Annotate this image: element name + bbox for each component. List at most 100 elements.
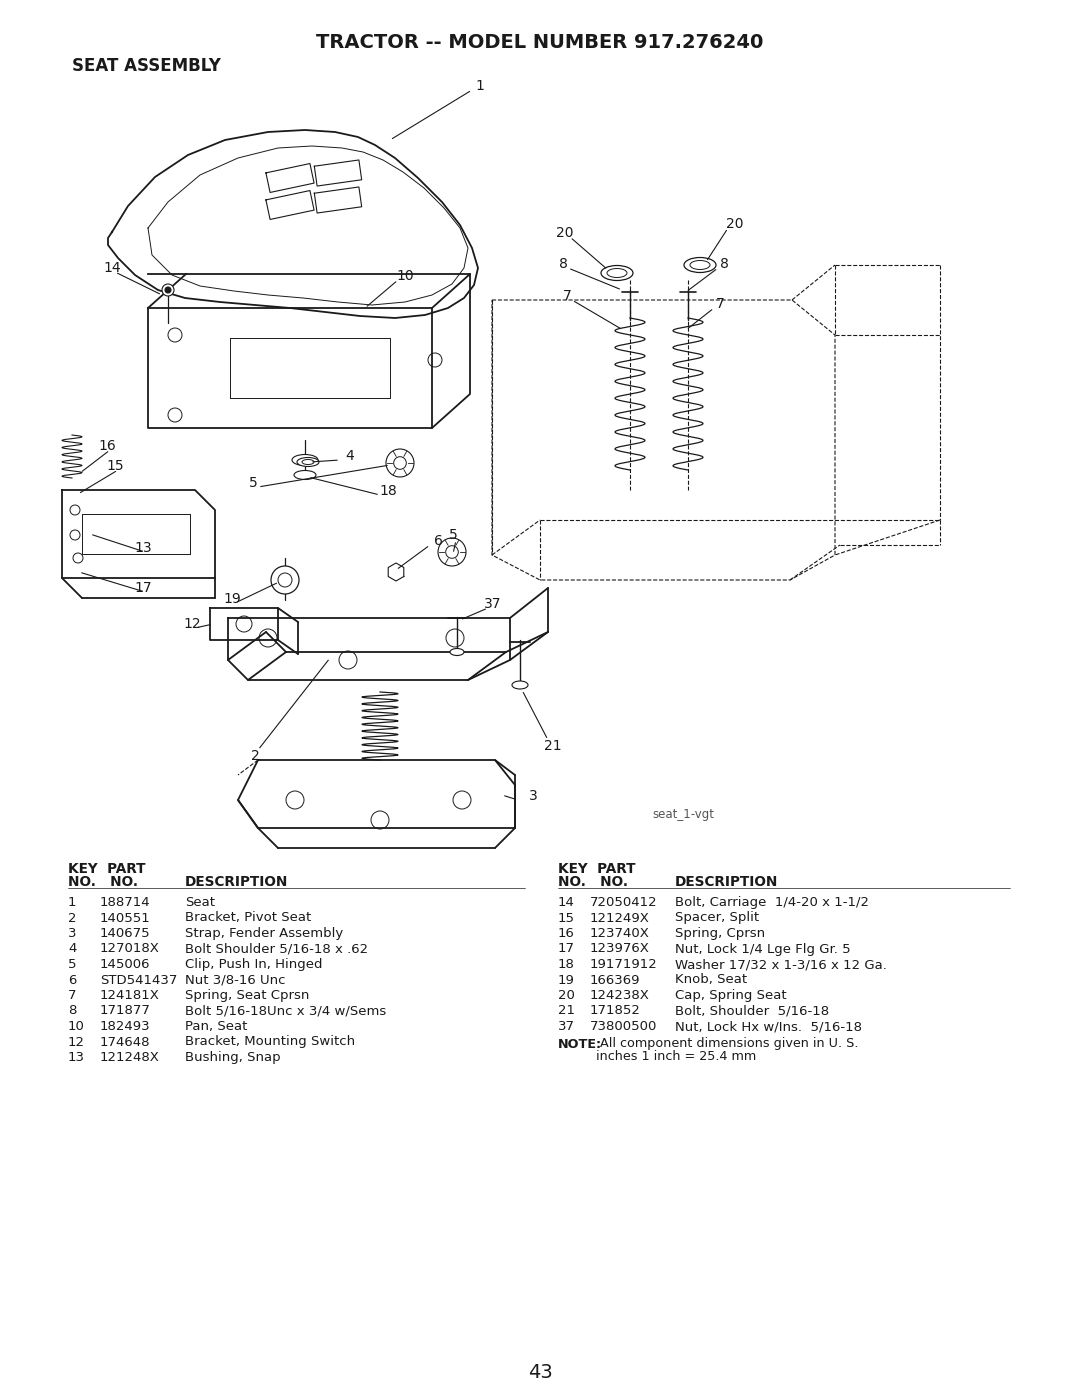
Text: 5: 5 bbox=[448, 528, 457, 542]
Text: 166369: 166369 bbox=[590, 974, 640, 986]
Text: 73800500: 73800500 bbox=[590, 1020, 658, 1032]
Text: 12: 12 bbox=[68, 1035, 85, 1049]
Text: 17: 17 bbox=[558, 943, 575, 956]
Text: 20: 20 bbox=[726, 217, 744, 231]
Text: 3: 3 bbox=[68, 928, 77, 940]
Text: 7: 7 bbox=[68, 989, 77, 1002]
Text: Spacer, Split: Spacer, Split bbox=[675, 911, 759, 925]
Text: 1: 1 bbox=[68, 895, 77, 909]
Text: 4: 4 bbox=[346, 448, 354, 462]
Text: Bushing, Snap: Bushing, Snap bbox=[185, 1051, 281, 1065]
Text: 124238X: 124238X bbox=[590, 989, 650, 1002]
Text: KEY  PART: KEY PART bbox=[68, 862, 146, 876]
Text: Strap, Fender Assembly: Strap, Fender Assembly bbox=[185, 928, 343, 940]
Text: NOTE:: NOTE: bbox=[558, 1038, 603, 1051]
Text: 18: 18 bbox=[558, 958, 575, 971]
Ellipse shape bbox=[294, 471, 316, 479]
Text: Washer 17/32 x 1-3/16 x 12 Ga.: Washer 17/32 x 1-3/16 x 12 Ga. bbox=[675, 958, 887, 971]
Text: 15: 15 bbox=[558, 911, 575, 925]
Text: 37: 37 bbox=[484, 597, 502, 610]
Text: 21: 21 bbox=[558, 1004, 575, 1017]
Text: STD541437: STD541437 bbox=[100, 974, 177, 986]
Text: 37: 37 bbox=[558, 1020, 575, 1032]
Text: 10: 10 bbox=[68, 1020, 85, 1032]
Text: DESCRIPTION: DESCRIPTION bbox=[185, 875, 288, 888]
Ellipse shape bbox=[600, 265, 633, 281]
Ellipse shape bbox=[297, 457, 319, 467]
Ellipse shape bbox=[292, 454, 318, 465]
Text: Bolt, Carriage  1/4-20 x 1-1/2: Bolt, Carriage 1/4-20 x 1-1/2 bbox=[675, 895, 869, 909]
Text: 174648: 174648 bbox=[100, 1035, 150, 1049]
Text: 145006: 145006 bbox=[100, 958, 150, 971]
Text: Bolt 5/16-18Unc x 3/4 w/Sems: Bolt 5/16-18Unc x 3/4 w/Sems bbox=[185, 1004, 387, 1017]
Text: 123976X: 123976X bbox=[590, 943, 650, 956]
Text: KEY  PART: KEY PART bbox=[558, 862, 635, 876]
Text: 13: 13 bbox=[68, 1051, 85, 1065]
Text: Bolt Shoulder 5/16-18 x .62: Bolt Shoulder 5/16-18 x .62 bbox=[185, 943, 368, 956]
Text: 21: 21 bbox=[544, 739, 562, 753]
Text: 5: 5 bbox=[248, 476, 257, 490]
Circle shape bbox=[162, 284, 174, 296]
Text: Spring, Seat Cprsn: Spring, Seat Cprsn bbox=[185, 989, 309, 1002]
Ellipse shape bbox=[512, 680, 528, 689]
Circle shape bbox=[386, 448, 414, 476]
Text: inches 1 inch = 25.4 mm: inches 1 inch = 25.4 mm bbox=[596, 1051, 756, 1063]
Text: 123740X: 123740X bbox=[590, 928, 650, 940]
Text: Spring, Cprsn: Spring, Cprsn bbox=[675, 928, 765, 940]
Text: Knob, Seat: Knob, Seat bbox=[675, 974, 747, 986]
Circle shape bbox=[438, 538, 465, 566]
Text: 10: 10 bbox=[396, 270, 414, 284]
Text: 15: 15 bbox=[106, 460, 124, 474]
Text: 1: 1 bbox=[475, 80, 485, 94]
Text: 17: 17 bbox=[134, 581, 152, 595]
Text: 2: 2 bbox=[251, 749, 259, 763]
Text: NO.   NO.: NO. NO. bbox=[558, 875, 627, 888]
Text: TRACTOR -- MODEL NUMBER 917.276240: TRACTOR -- MODEL NUMBER 917.276240 bbox=[316, 34, 764, 52]
Text: SEAT ASSEMBLY: SEAT ASSEMBLY bbox=[72, 57, 221, 75]
Text: Nut, Lock 1/4 Lge Flg Gr. 5: Nut, Lock 1/4 Lge Flg Gr. 5 bbox=[675, 943, 851, 956]
Text: 13: 13 bbox=[134, 541, 152, 555]
Text: 20: 20 bbox=[558, 989, 575, 1002]
Text: Bolt, Shoulder  5/16-18: Bolt, Shoulder 5/16-18 bbox=[675, 1004, 829, 1017]
Text: 8: 8 bbox=[68, 1004, 77, 1017]
Text: 2: 2 bbox=[68, 911, 77, 925]
Ellipse shape bbox=[684, 257, 716, 272]
Text: 43: 43 bbox=[528, 1363, 552, 1382]
Text: 121248X: 121248X bbox=[100, 1051, 160, 1065]
Text: 5: 5 bbox=[68, 958, 77, 971]
Text: All component dimensions given in U. S.: All component dimensions given in U. S. bbox=[596, 1038, 859, 1051]
Text: 14: 14 bbox=[558, 895, 575, 909]
Text: 3: 3 bbox=[528, 789, 538, 803]
Circle shape bbox=[271, 566, 299, 594]
Text: 8: 8 bbox=[558, 257, 567, 271]
Text: 4: 4 bbox=[68, 943, 77, 956]
Text: 19: 19 bbox=[224, 592, 241, 606]
Text: Nut, Lock Hx w/Ins.  5/16-18: Nut, Lock Hx w/Ins. 5/16-18 bbox=[675, 1020, 862, 1032]
Text: 140551: 140551 bbox=[100, 911, 151, 925]
Text: 8: 8 bbox=[719, 257, 728, 271]
Circle shape bbox=[165, 286, 171, 293]
Text: 12: 12 bbox=[184, 617, 201, 631]
Text: 14: 14 bbox=[104, 261, 121, 275]
Text: Nut 3/8-16 Unc: Nut 3/8-16 Unc bbox=[185, 974, 285, 986]
Text: 124181X: 124181X bbox=[100, 989, 160, 1002]
Text: 19171912: 19171912 bbox=[590, 958, 658, 971]
Text: seat_1-vgt: seat_1-vgt bbox=[652, 807, 714, 821]
Ellipse shape bbox=[450, 648, 464, 655]
Text: 6: 6 bbox=[68, 974, 77, 986]
Text: Cap, Spring Seat: Cap, Spring Seat bbox=[675, 989, 786, 1002]
Text: 182493: 182493 bbox=[100, 1020, 150, 1032]
Text: 121249X: 121249X bbox=[590, 911, 650, 925]
Text: Seat: Seat bbox=[185, 895, 215, 909]
Text: 19: 19 bbox=[558, 974, 575, 986]
Text: 140675: 140675 bbox=[100, 928, 150, 940]
Text: 7: 7 bbox=[563, 289, 571, 303]
Text: Bracket, Pivot Seat: Bracket, Pivot Seat bbox=[185, 911, 311, 925]
Text: DESCRIPTION: DESCRIPTION bbox=[675, 875, 779, 888]
Text: 16: 16 bbox=[98, 439, 116, 453]
Text: 171852: 171852 bbox=[590, 1004, 640, 1017]
Text: 171877: 171877 bbox=[100, 1004, 151, 1017]
Text: 7: 7 bbox=[716, 298, 725, 312]
Text: 72050412: 72050412 bbox=[590, 895, 658, 909]
Text: 16: 16 bbox=[558, 928, 575, 940]
